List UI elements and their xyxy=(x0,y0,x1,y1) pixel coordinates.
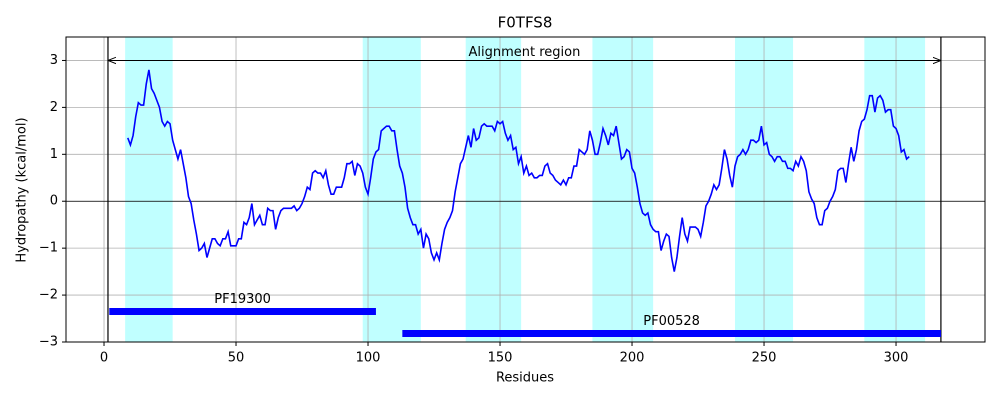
plot-frame xyxy=(65,36,986,343)
x-axis-label: Residues xyxy=(496,371,554,386)
y-tick-label: 3 xyxy=(50,53,58,68)
x-tick-label: 300 xyxy=(884,351,909,366)
y-tick-label: −2 xyxy=(39,288,58,303)
chart-title: F0TFS8 xyxy=(498,14,553,32)
x-tick-label: 0 xyxy=(100,351,108,366)
y-tick-label: 0 xyxy=(50,194,58,209)
y-tick-label: −3 xyxy=(39,335,58,350)
x-tick-label: 200 xyxy=(620,351,645,366)
highlight-region xyxy=(125,37,173,342)
highlight-region xyxy=(362,37,421,342)
x-tick-label: 250 xyxy=(752,351,777,366)
highlight-region xyxy=(592,37,654,342)
y-tick-label: −1 xyxy=(39,241,58,256)
x-tick-label: 100 xyxy=(356,351,381,366)
y-tick-label: 1 xyxy=(50,147,58,162)
x-tick-label: 50 xyxy=(228,351,245,366)
hydropathy-line xyxy=(127,69,910,272)
domain-label: PF19300 xyxy=(214,292,271,307)
highlight-region xyxy=(864,37,926,342)
highlight-region xyxy=(465,37,522,342)
domain-label: PF00528 xyxy=(643,314,700,329)
x-tick-label: 150 xyxy=(488,351,513,366)
y-axis-label: Hydropathy (kcal/mol) xyxy=(15,117,30,262)
y-tick-label: 2 xyxy=(50,100,58,115)
alignment-label: Alignment region xyxy=(469,45,581,60)
